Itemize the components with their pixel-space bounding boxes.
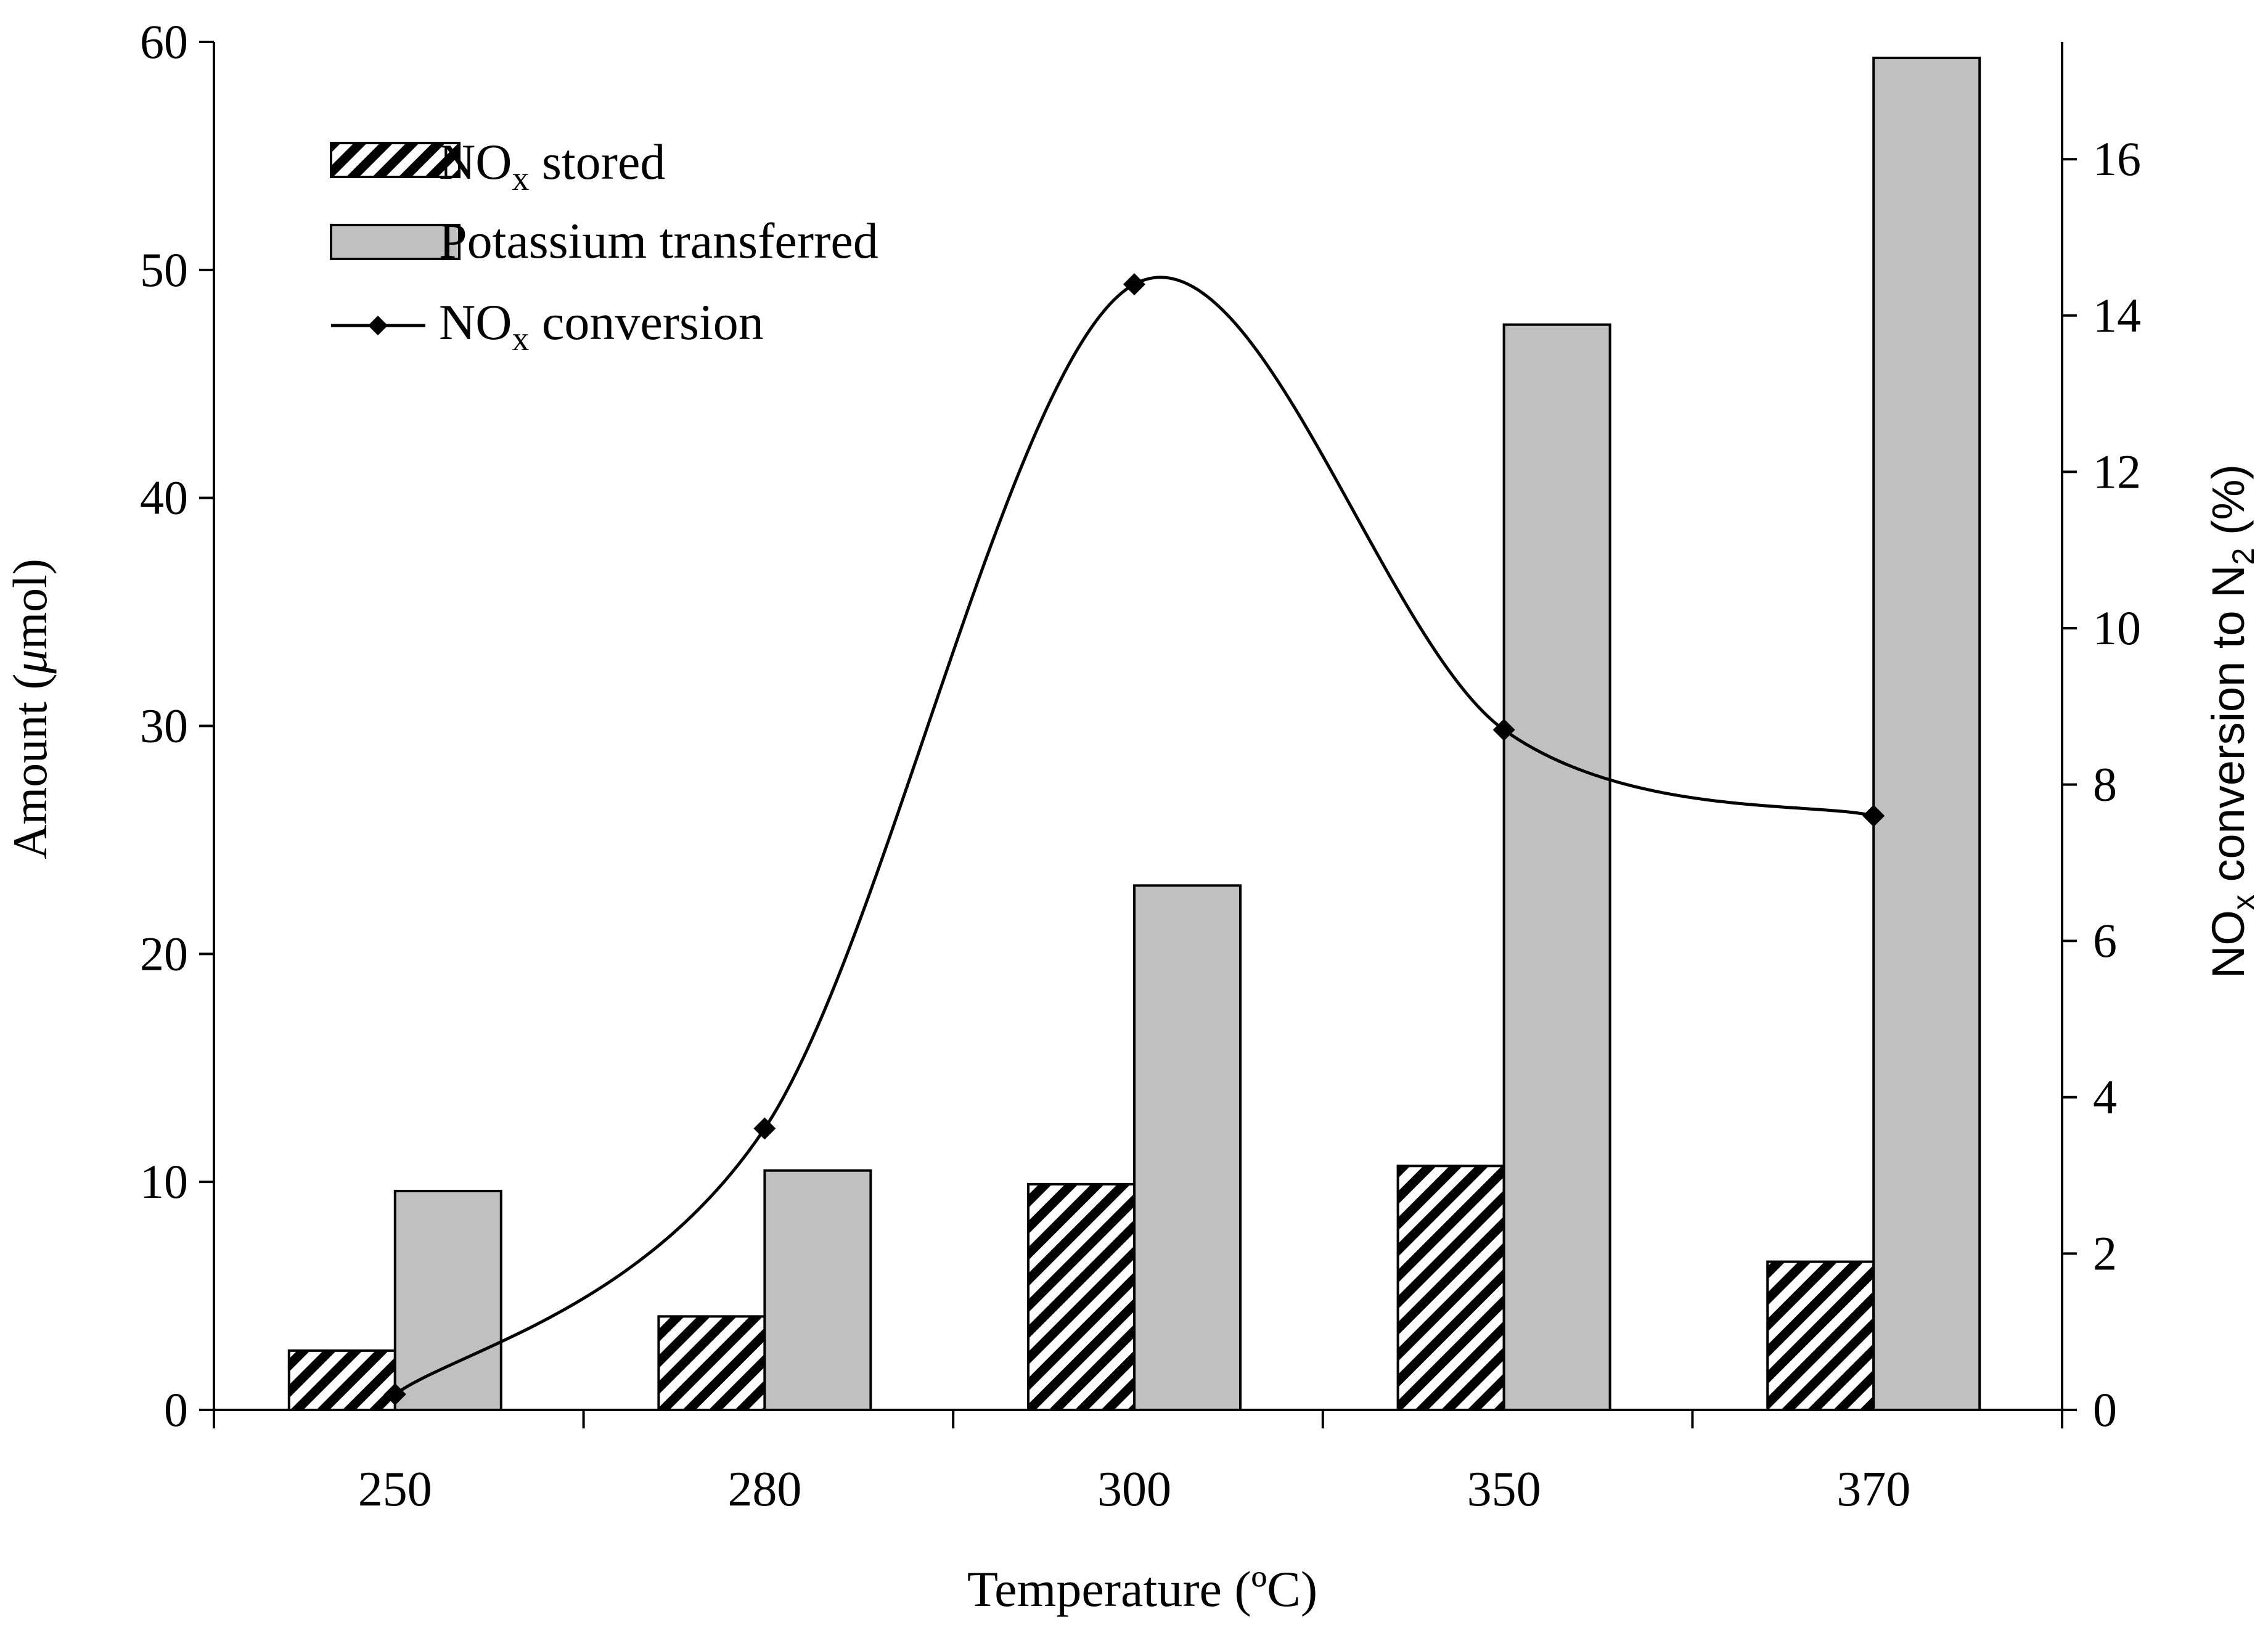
y2-tick-label: 10 bbox=[2093, 601, 2141, 655]
bar-potassium-transferred bbox=[393, 1189, 502, 1411]
y2-title-mid: conversion to N bbox=[2203, 565, 2254, 895]
y-axis-title: Amount (μmol) bbox=[3, 559, 57, 859]
y2-title-n2-sub: 2 bbox=[2226, 548, 2261, 565]
legend-nox-stored-main: NO bbox=[439, 134, 512, 190]
bars-layer bbox=[287, 56, 1981, 1412]
legend-swatch-nox-stored bbox=[330, 142, 461, 178]
x-tick-label: 300 bbox=[1097, 1462, 1171, 1517]
y2-title-pct: (%) bbox=[2203, 464, 2254, 548]
y-tick-label: 10 bbox=[140, 1155, 188, 1208]
point-nox-conversion bbox=[753, 1117, 776, 1140]
legend-nox-stored-tail: stored bbox=[529, 134, 665, 190]
point-nox-conversion bbox=[1123, 273, 1146, 296]
y-axis-title-suffix: mol) bbox=[3, 559, 57, 649]
y-axis-title-mu: μ bbox=[3, 650, 57, 674]
ticks-layer: 0 10 20 30 40 50 60 0 2 4 6 8 10 12 14 16 250 280 300 350 37… bbox=[140, 15, 2141, 1517]
series-line-nox-conversion bbox=[394, 276, 1874, 1396]
point-nox-conversion bbox=[1492, 718, 1515, 741]
bar-nox-stored bbox=[1766, 1260, 1875, 1411]
bar-nox-stored bbox=[1396, 1165, 1505, 1411]
legend: NOx stored Potassium transferred NOx con… bbox=[330, 134, 878, 358]
y2-tick-label: 8 bbox=[2093, 758, 2117, 811]
bar-nox-stored bbox=[287, 1349, 396, 1411]
legend-label-nox-stored: NOx stored bbox=[439, 134, 665, 198]
y2-title-nox: NO bbox=[2203, 910, 2254, 978]
legend-potassium-main: Potassium transferred bbox=[439, 213, 878, 269]
y2-tick-label: 16 bbox=[2093, 132, 2141, 186]
legend-swatch-potassium bbox=[330, 224, 461, 260]
x-tick-label: 370 bbox=[1836, 1462, 1910, 1517]
legend-label-potassium: Potassium transferred bbox=[439, 213, 878, 269]
point-nox-conversion bbox=[1862, 805, 1885, 827]
y2-tick-label: 0 bbox=[2093, 1383, 2117, 1436]
x-tick-label: 280 bbox=[727, 1462, 801, 1517]
y-tick-label: 0 bbox=[164, 1383, 188, 1436]
y-tick-label: 60 bbox=[140, 15, 188, 68]
legend-conversion-tail: conversion bbox=[529, 294, 763, 350]
y2-tick-label: 14 bbox=[2093, 289, 2141, 342]
legend-label-conversion: NOx conversion bbox=[439, 294, 764, 358]
y-tick-label: 20 bbox=[140, 927, 188, 980]
bar-potassium-transferred bbox=[1872, 56, 1981, 1411]
legend-conversion-sub: x bbox=[512, 320, 529, 358]
y2-tick-label: 4 bbox=[2093, 1070, 2117, 1124]
x-axis-title: Temperature (ºC) bbox=[967, 1561, 1317, 1617]
y-tick-label: 40 bbox=[140, 471, 188, 525]
bar-nox-stored bbox=[1027, 1182, 1136, 1411]
x-tick-label: 350 bbox=[1467, 1462, 1541, 1517]
bar-potassium-transferred bbox=[1133, 884, 1242, 1411]
bar-potassium-transferred bbox=[763, 1169, 872, 1412]
y2-axis-title: NOx conversion to N2 (%) bbox=[2203, 464, 2261, 978]
y-tick-label: 30 bbox=[140, 699, 188, 753]
line-layer bbox=[383, 273, 1885, 1406]
y-axis-title-prefix: Amount ( bbox=[3, 674, 57, 859]
bar-potassium-transferred bbox=[1502, 323, 1611, 1411]
legend-nox-stored-sub: x bbox=[512, 160, 529, 198]
legend-conversion-main: NO bbox=[439, 294, 512, 350]
y2-tick-label: 6 bbox=[2093, 914, 2117, 967]
y2-tick-label: 12 bbox=[2093, 444, 2141, 498]
point-nox-conversion bbox=[383, 1383, 406, 1406]
legend-marker-conversion bbox=[368, 316, 388, 335]
bar-nox-stored bbox=[657, 1315, 766, 1412]
y2-title-nox-sub: x bbox=[2226, 895, 2261, 910]
y-tick-label: 50 bbox=[140, 243, 188, 297]
y2-tick-label: 2 bbox=[2093, 1226, 2117, 1280]
x-tick-label: 250 bbox=[358, 1462, 432, 1517]
